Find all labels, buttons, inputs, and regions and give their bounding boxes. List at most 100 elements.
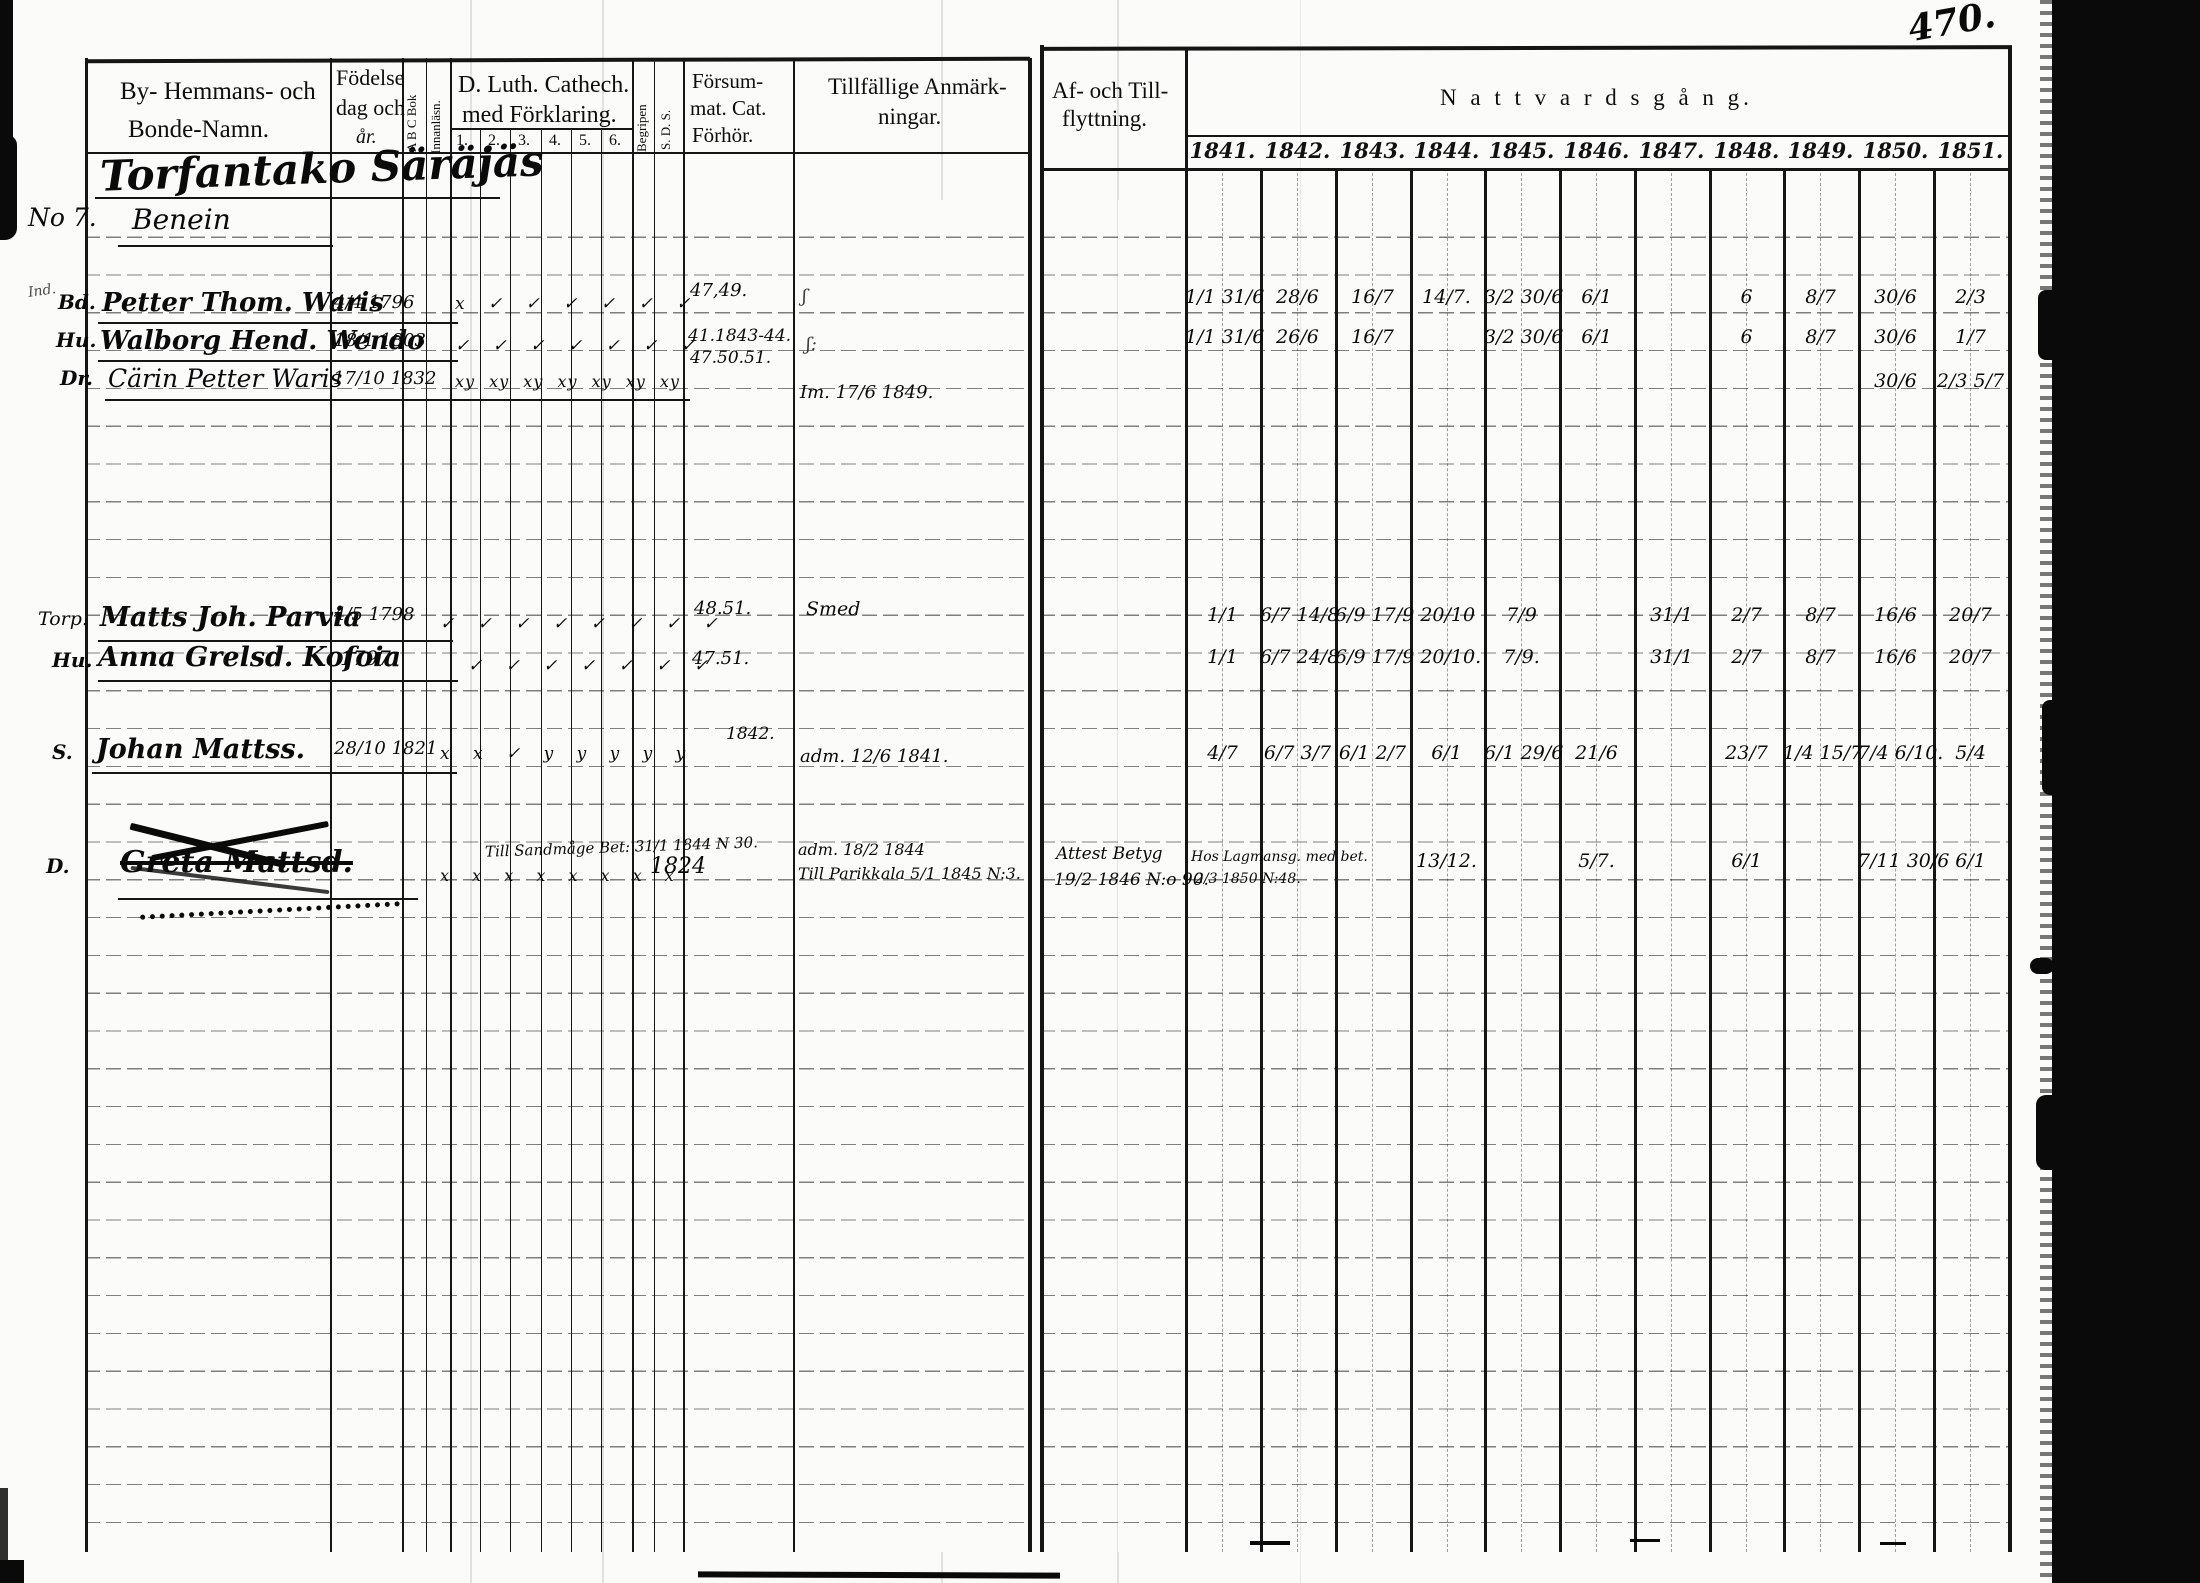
table-top-border bbox=[1039, 45, 2013, 51]
birth-date: 4/4 1796 bbox=[334, 292, 415, 313]
communion-cell: 2/7 bbox=[1731, 646, 1762, 668]
cathech-subcol-4: 4. bbox=[549, 132, 561, 149]
communion-cell: 6 bbox=[1740, 286, 1753, 308]
communion-cell: 1/1 bbox=[1207, 604, 1238, 626]
col-header-name-line1: By- Hemmans- och bbox=[120, 78, 316, 105]
catechism-marks: x x ✓ y y y y y bbox=[440, 744, 688, 764]
entry-underline bbox=[118, 898, 418, 900]
grid-line bbox=[1746, 168, 1747, 1552]
grid-line bbox=[1185, 47, 1188, 1552]
communion-cell: 8/7 bbox=[1805, 646, 1836, 668]
row-line-dashing bbox=[85, 200, 1028, 1552]
communion-cell: 7/4 6/10. bbox=[1858, 742, 1944, 764]
row-prefix: Hu. bbox=[52, 648, 93, 672]
scan-band-ragged bbox=[2038, 290, 2054, 360]
communion-row: 1/1 31/6 26/6 16/7 3/2 30/6 6/1 6 8/7 30… bbox=[1185, 326, 2008, 368]
year-label: 1846. bbox=[1563, 138, 1630, 163]
table-top-border bbox=[84, 56, 1031, 64]
communion-row: 1/1 6/7 24/8 6/9 17/9 20/10. 7/9. 31/1 2… bbox=[1185, 646, 2008, 688]
communion-cell: 5/7. bbox=[1578, 850, 1615, 872]
communion-cell: 2/7 bbox=[1731, 604, 1762, 626]
communion-note-line2: 2/3 1850 N:48. bbox=[1195, 871, 1301, 887]
grid-line bbox=[683, 58, 685, 1552]
col-header-flyttning-line1: Af- och Till- bbox=[1052, 78, 1169, 103]
catechism-marks: ✓ ✓ ✓ ✓ ✓ ✓ ✓ bbox=[468, 656, 711, 676]
scan-band-ragged bbox=[2042, 700, 2054, 795]
year-label: 1845. bbox=[1488, 138, 1555, 163]
village-scrawl: Torfantako Säräjäs bbox=[99, 136, 545, 201]
communion-cell: 5/4 bbox=[1955, 742, 1986, 764]
catechism-marks: x ✓ ✓ ✓ ✓ ✓ ✓ bbox=[455, 294, 693, 314]
margin-note: Ind. bbox=[27, 281, 57, 301]
cathech-subcol-2: 2. bbox=[488, 132, 500, 149]
birth-date: 28/10 1821 bbox=[334, 738, 438, 759]
cathech-subcol-6: 6. bbox=[609, 132, 621, 149]
entry-underline bbox=[98, 640, 453, 642]
grid-line bbox=[1709, 168, 1712, 1552]
grid-line bbox=[2008, 47, 2012, 1552]
year-label: 1848. bbox=[1713, 138, 1780, 163]
communion-cell: 30/6 bbox=[1874, 286, 1917, 308]
communion-cell: 8/7 bbox=[1805, 286, 1836, 308]
grid-line bbox=[450, 58, 452, 1552]
communion-cell: 16/6 bbox=[1874, 604, 1917, 626]
scan-black-band bbox=[2052, 0, 2200, 1583]
cathech-subcol-3: 3. bbox=[518, 132, 530, 149]
grid-line bbox=[1671, 168, 1672, 1552]
communion-cell: 30/6 bbox=[1874, 370, 1917, 392]
anmarkning-entry: adm. 12/6 1841. bbox=[800, 746, 949, 767]
communion-cell: 31/1 bbox=[1650, 604, 1693, 626]
communion-row: 4/7 6/7 3/7 6/1 2/7 6/1 6/1 29/6 21/6 23… bbox=[1185, 742, 2008, 784]
forsummat-entry: 47.50.51. bbox=[690, 348, 772, 368]
year-row-rule bbox=[1040, 168, 2008, 171]
communion-cell: 16/6 bbox=[1874, 646, 1917, 668]
communion-cell: 1/1 31/6 bbox=[1185, 326, 1265, 348]
col-header-birth-line3: år. bbox=[356, 126, 377, 148]
communion-note-line1: Hos Lagmansg. med bet. bbox=[1191, 849, 1368, 865]
communion-cell: 16/7 bbox=[1351, 286, 1394, 308]
scan-edge-artifact bbox=[0, 1560, 24, 1583]
year-label: 1842. bbox=[1264, 138, 1331, 163]
grid-line bbox=[1410, 168, 1413, 1552]
birth-date: 4/5 1798 bbox=[334, 604, 415, 625]
subheader-rule bbox=[450, 128, 632, 130]
scan-edge-artifact bbox=[0, 135, 17, 240]
communion-cell: 6/1 bbox=[1581, 286, 1612, 308]
communion-cell: 26/6 bbox=[1276, 326, 1319, 348]
communion-cell: 6/9 17/9 20/10 bbox=[1335, 604, 1476, 626]
catechism-marks: x x x x x x x x bbox=[440, 866, 676, 885]
anmarkning-entry: ʃ bbox=[802, 286, 807, 307]
communion-row: 30/6 2/3 5/7 bbox=[1185, 370, 2008, 412]
communion-cell: 23/7 bbox=[1725, 742, 1768, 764]
communion-row: 1/1 31/6 28/6 16/7 14/7. 3/2 30/6 6/1 6 … bbox=[1185, 286, 2008, 328]
grid-line bbox=[1484, 168, 1487, 1552]
grid-line bbox=[1260, 168, 1263, 1552]
grid-line bbox=[510, 130, 511, 1552]
communion-cell: 6 bbox=[1740, 326, 1753, 348]
forsummat-entry: 1842. bbox=[726, 724, 775, 744]
entry-underline bbox=[98, 680, 458, 682]
page-gutter-line bbox=[1028, 58, 1032, 1552]
grid-line bbox=[1634, 168, 1637, 1552]
year-label: 1843. bbox=[1339, 138, 1406, 163]
flyttning-entry-line1: Attest Betyg bbox=[1056, 844, 1163, 864]
scan-bottom-line bbox=[697, 1571, 1061, 1579]
grid-line bbox=[1559, 168, 1562, 1552]
grid-line bbox=[1895, 168, 1896, 1552]
grid-line bbox=[571, 130, 572, 1552]
year-row: 1841. 1842. 1843. 1844. 1845. 1846. 1847… bbox=[1185, 138, 2008, 170]
communion-cell: 1/7 bbox=[1955, 326, 1986, 348]
row-line-dashing bbox=[1040, 200, 2008, 1552]
person-name: Walborg Hend. Wendo bbox=[100, 326, 425, 356]
nattvard-title-rule bbox=[1185, 135, 2008, 137]
communion-cell: 16/7 bbox=[1351, 326, 1394, 348]
grid-line bbox=[1222, 168, 1223, 1552]
col-header-cathech-line1: D. Luth. Cathech. bbox=[458, 72, 630, 98]
communion-cell: 6/1 bbox=[1955, 850, 1986, 872]
farm-underline bbox=[118, 245, 333, 247]
col-header-abc-bok: A B C Bok bbox=[404, 94, 419, 152]
catechism-marks: ✓ ✓ ✓ ✓ ✓ ✓ ✓ bbox=[455, 336, 698, 356]
year-label: 1841. bbox=[1189, 138, 1256, 163]
catechism-marks: xy xy xy xy xy xy xy bbox=[455, 372, 680, 391]
